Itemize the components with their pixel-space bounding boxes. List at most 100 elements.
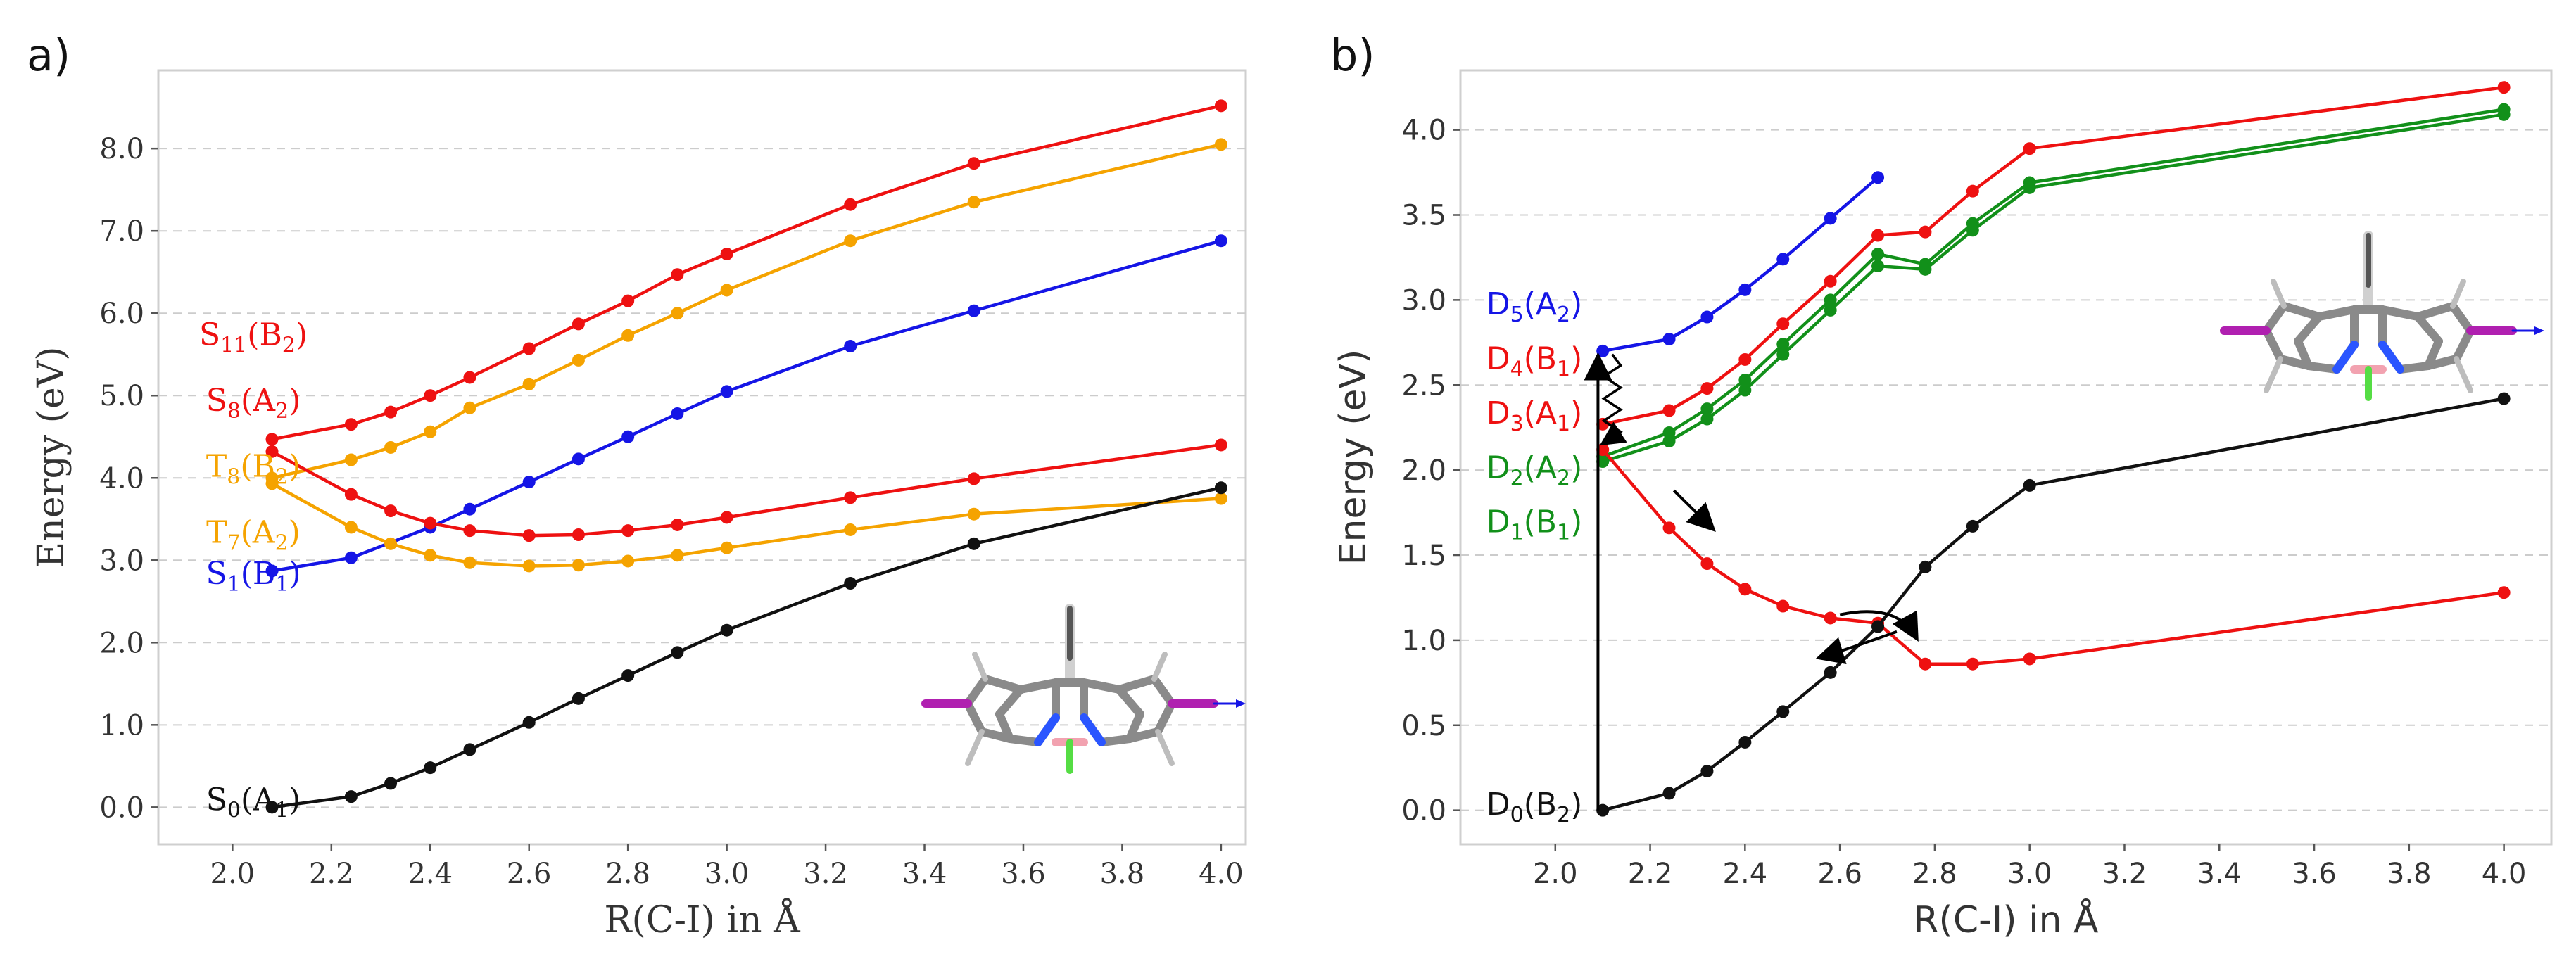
data-point	[1871, 248, 1885, 261]
data-point	[1596, 455, 1610, 469]
transition-arrows	[1584, 352, 1919, 811]
y-tick-label: 3.0	[99, 545, 144, 577]
x-axis-label: R(C-I) in Å	[604, 898, 801, 941]
y-axis-label: Energy (eV)	[1332, 350, 1375, 566]
data-point	[1214, 99, 1227, 113]
data-point	[1662, 787, 1676, 800]
series-line	[272, 239, 1222, 573]
data-point	[522, 529, 536, 542]
data-point	[1776, 338, 1790, 351]
y-axis-label: Energy (eV)	[30, 346, 72, 568]
data-point	[720, 511, 733, 524]
data-point	[522, 377, 536, 390]
data-point	[572, 528, 585, 541]
data-point	[572, 559, 585, 572]
plot-frame	[157, 69, 1247, 846]
series-line	[272, 104, 1222, 441]
data-point	[265, 433, 279, 446]
data-point	[844, 577, 857, 590]
series-t7-a2-	[265, 477, 1227, 573]
state-label: S1(B1)	[206, 556, 301, 597]
data-point	[2497, 586, 2511, 599]
data-point	[720, 284, 733, 297]
y-tick-label: 0.0	[99, 792, 144, 824]
data-point	[522, 342, 536, 355]
data-point	[344, 521, 358, 534]
data-point	[671, 549, 684, 562]
data-point	[671, 407, 684, 420]
state-label: D2(A2)	[1486, 450, 1583, 490]
data-point	[1700, 402, 1714, 416]
data-point	[344, 488, 358, 501]
data-point	[424, 516, 437, 530]
data-point	[1700, 765, 1714, 778]
series-d2-a2-	[1596, 108, 2511, 469]
data-point	[522, 476, 536, 489]
series-t8-b2-	[265, 138, 1227, 485]
x-tick-label: 2.8	[605, 858, 650, 890]
data-point	[1738, 735, 1752, 749]
x-tick-label: 2.6	[507, 858, 552, 890]
x-tick-label: 4.0	[2482, 858, 2527, 890]
data-point	[1662, 332, 1676, 345]
y-tick-label: 4.0	[99, 462, 144, 495]
data-point	[522, 559, 536, 573]
series-line	[1602, 397, 2505, 812]
data-point	[621, 329, 635, 342]
data-point	[844, 234, 857, 248]
series-d5-a2-	[1596, 171, 1885, 357]
data-point	[1776, 253, 1790, 266]
data-point	[1738, 374, 1752, 386]
state-label: S11(B2)	[199, 317, 308, 357]
data-point	[1919, 262, 1932, 276]
data-point	[1214, 492, 1227, 505]
y-tick-label: 0.5	[1401, 710, 1446, 742]
data-point	[1966, 519, 1979, 533]
x-tick-label: 3.6	[1001, 858, 1046, 890]
data-point	[1871, 620, 1885, 633]
series-s8-a2-	[265, 438, 1227, 542]
data-point	[572, 353, 585, 367]
x-tick-label: 2.2	[309, 858, 354, 890]
data-point	[265, 445, 279, 458]
data-point	[1824, 611, 1837, 625]
data-point	[265, 801, 279, 814]
y-tick-label: 1.0	[1401, 625, 1446, 657]
state-label: T7(A2)	[206, 514, 301, 555]
data-point	[844, 340, 857, 353]
data-point	[1662, 404, 1676, 417]
x-tick-label: 3.8	[2387, 858, 2432, 890]
data-point	[424, 761, 437, 775]
data-point	[2023, 652, 2036, 666]
panel-b-letter: b)	[1330, 30, 1375, 81]
data-point	[967, 157, 980, 170]
data-point	[1824, 212, 1837, 225]
series-s0-a1-	[265, 481, 1227, 814]
data-point	[2023, 181, 2036, 194]
state-label: D1(B1)	[1486, 504, 1583, 545]
crossing-arrow-right	[1839, 610, 1919, 642]
series-d1-b1-red	[1596, 443, 2511, 671]
data-point	[572, 317, 585, 331]
x-tick-label: 3.4	[2197, 858, 2242, 890]
y-tick-label: 2.0	[99, 627, 144, 659]
data-point	[1738, 383, 1752, 397]
state-label: D3(A1)	[1486, 395, 1583, 436]
data-point	[2497, 108, 2511, 121]
data-point	[1596, 344, 1610, 357]
data-point	[1776, 317, 1790, 331]
data-point	[463, 743, 476, 756]
x-tick-label: 2.0	[1533, 858, 1578, 890]
data-point	[344, 790, 358, 803]
data-point	[1214, 234, 1227, 248]
crossing-arrow-left	[1815, 630, 1898, 665]
data-point	[424, 549, 437, 562]
x-tick-label: 3.8	[1100, 858, 1145, 890]
data-point	[265, 477, 279, 490]
data-point	[1871, 260, 1885, 273]
data-point	[1214, 481, 1227, 495]
data-point	[621, 669, 635, 682]
data-point	[265, 564, 279, 578]
x-tick-label: 3.0	[705, 858, 750, 890]
